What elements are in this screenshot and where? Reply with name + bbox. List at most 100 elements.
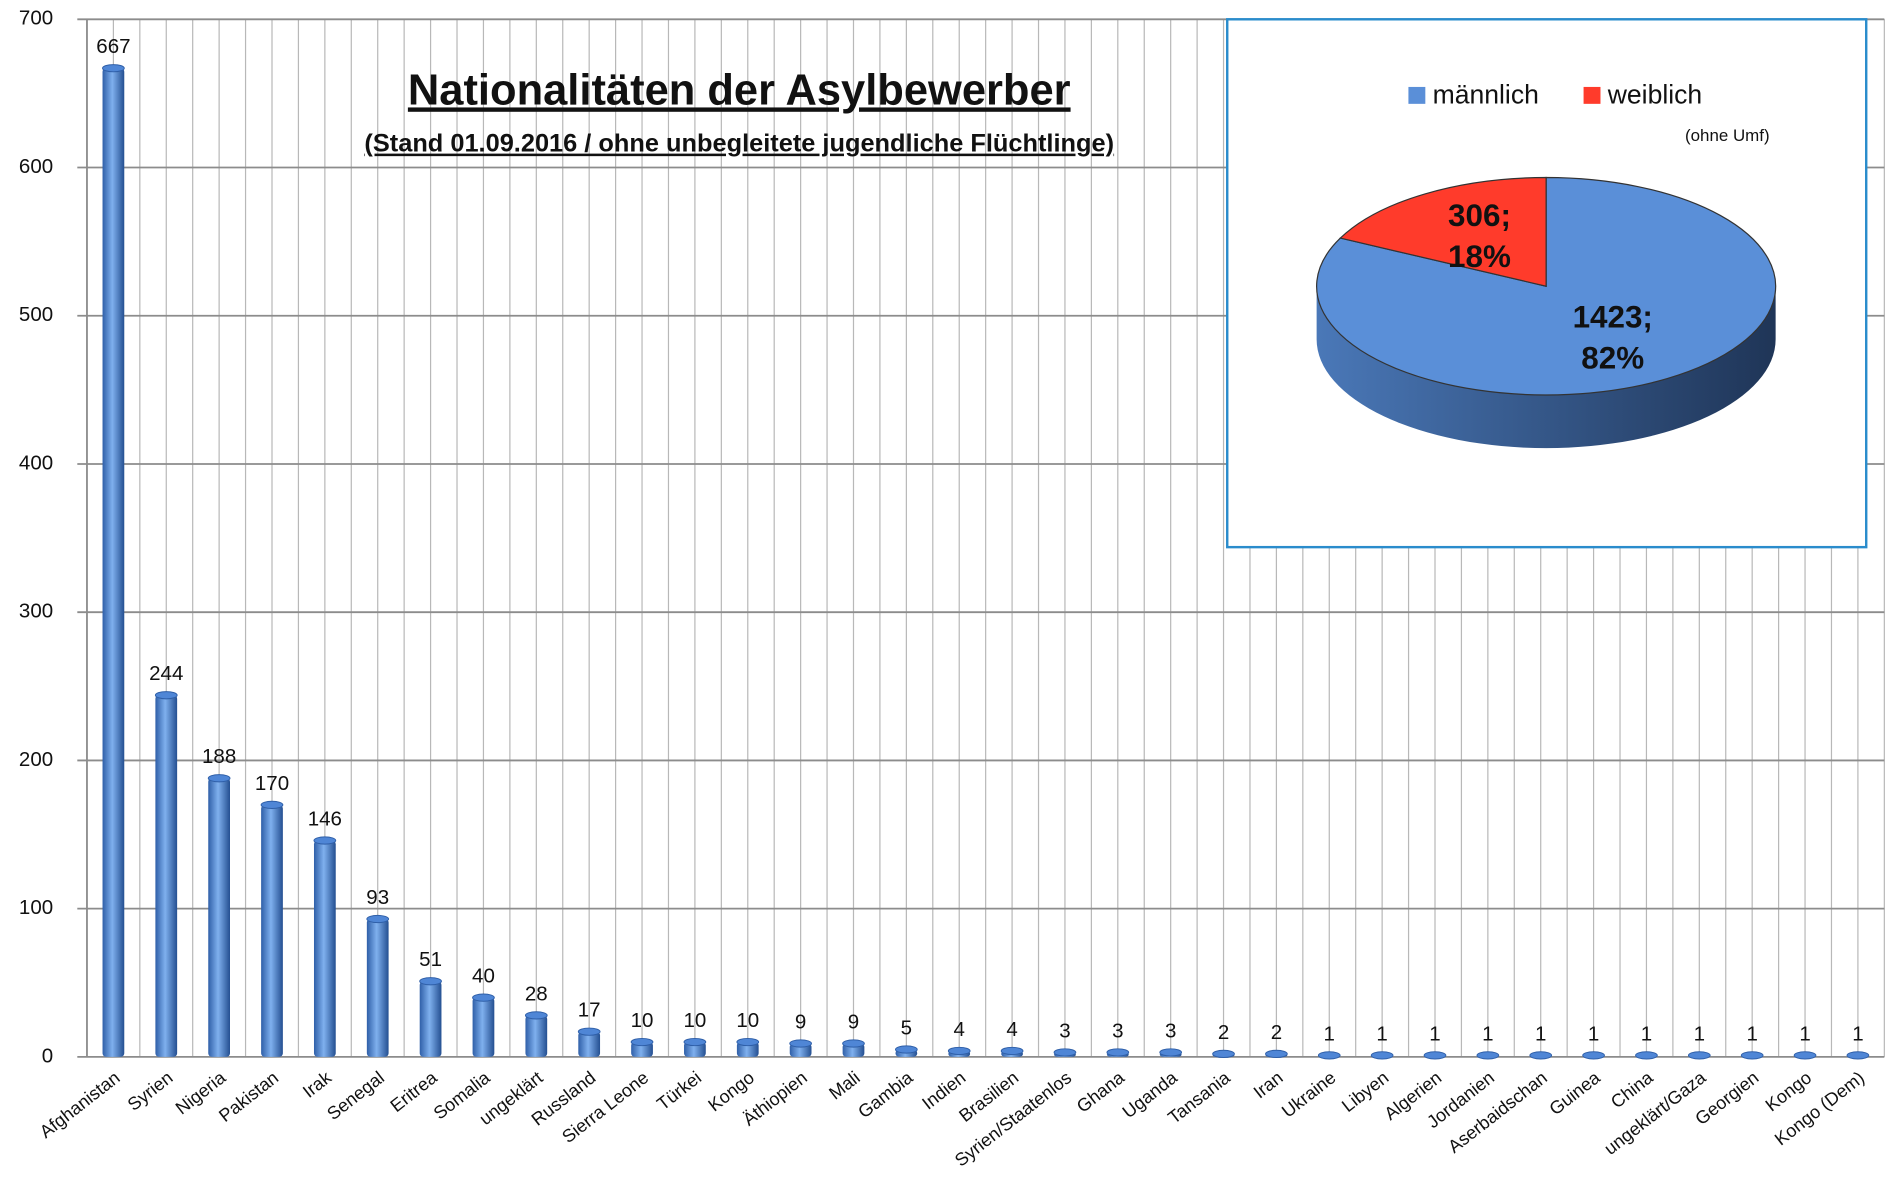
value-label: 5 — [901, 1016, 912, 1039]
bar-cap — [1317, 1051, 1341, 1060]
value-label: 170 — [255, 772, 289, 795]
pie-label-box: 306; 18% — [1448, 196, 1511, 275]
bar-cap — [789, 1039, 812, 1048]
bar-cap — [366, 914, 390, 924]
y-tick-label: 100 — [19, 896, 53, 919]
value-label: 10 — [683, 1009, 706, 1032]
y-tick-label: 700 — [19, 7, 53, 30]
bar — [525, 1015, 548, 1057]
y-tick-label: 200 — [19, 748, 53, 771]
value-label: 3 — [1112, 1019, 1123, 1042]
pie-chart: 1423; 82% 306; 18% männlich weiblich — [1316, 80, 1777, 449]
bar-cap — [895, 1045, 918, 1054]
pie-note: (ohne Umf) — [1685, 126, 1770, 145]
value-label: 1 — [1324, 1022, 1335, 1045]
bar — [736, 1042, 759, 1057]
legend-label: weiblich — [1607, 80, 1703, 110]
bar — [419, 981, 442, 1057]
pie-value-label: 1423; 82% — [1572, 298, 1653, 376]
value-label: 1 — [1535, 1022, 1546, 1045]
bar — [578, 1031, 601, 1057]
value-label: 1 — [1799, 1022, 1810, 1045]
value-label: 3 — [1165, 1019, 1176, 1042]
value-label: 1 — [1482, 1022, 1493, 1045]
bar — [631, 1042, 653, 1057]
bar-cap — [1265, 1049, 1288, 1059]
value-label: 28 — [525, 982, 548, 1005]
bar-cap — [1159, 1048, 1183, 1057]
bar — [684, 1042, 706, 1057]
chart-title: Nationalitäten der Asylbewerber — [408, 66, 1071, 114]
pie-value-label: 306; 18% — [1448, 196, 1511, 275]
value-label: 667 — [96, 35, 130, 58]
value-label: 146 — [308, 807, 342, 830]
value-label: 1 — [1376, 1022, 1387, 1045]
bar-cap — [1212, 1049, 1235, 1059]
value-label: 244 — [149, 662, 183, 685]
value-label: 10 — [631, 1009, 654, 1032]
pie-side — [1316, 286, 1776, 449]
value-label: 93 — [366, 886, 389, 909]
bar-cap — [630, 1037, 654, 1047]
bar-cap — [1423, 1051, 1447, 1060]
bar-cap — [260, 800, 284, 810]
bar-cap — [524, 1011, 548, 1020]
value-label: 9 — [848, 1010, 859, 1033]
bar-cap — [947, 1046, 971, 1056]
bar-cap — [207, 774, 231, 783]
bar-cap — [1740, 1051, 1764, 1060]
bar — [208, 778, 230, 1057]
value-label: 1 — [1746, 1022, 1757, 1045]
value-label: 40 — [472, 964, 495, 987]
pie-label-box: 1423; 82% — [1572, 298, 1653, 376]
value-label: 1 — [1641, 1022, 1652, 1045]
bar — [155, 695, 178, 1057]
value-label: 188 — [202, 745, 236, 768]
bar — [472, 997, 495, 1057]
bar-cap — [1000, 1046, 1024, 1056]
bar-cap — [102, 64, 125, 73]
legend-swatch — [1408, 86, 1426, 104]
bar-cap — [1582, 1051, 1605, 1060]
value-label: 1 — [1429, 1022, 1440, 1045]
value-label: 51 — [419, 948, 442, 971]
bar-cap — [1106, 1048, 1130, 1057]
bar — [261, 804, 283, 1057]
value-label: 1 — [1694, 1022, 1705, 1045]
value-label: 3 — [1059, 1019, 1070, 1042]
bar-cap — [1635, 1051, 1658, 1060]
bar-cap — [313, 836, 337, 845]
bar-cap — [154, 691, 178, 700]
legend-label: männlich — [1433, 80, 1539, 110]
bar — [366, 919, 389, 1057]
bar-cap — [1793, 1051, 1817, 1060]
bar-cap — [472, 993, 495, 1002]
value-label: 17 — [578, 999, 601, 1022]
chart-subtitle: (Stand 01.09.2016 / ohne unbegleitete ju… — [364, 130, 1114, 158]
value-label: 2 — [1218, 1021, 1229, 1044]
pie-slice — [1339, 176, 1547, 287]
bar — [313, 840, 336, 1057]
bar-cap — [1687, 1051, 1711, 1060]
bar-cap — [1053, 1048, 1077, 1057]
bar-cap — [1370, 1051, 1394, 1060]
y-tick-label: 600 — [19, 155, 53, 178]
y-tick-label: 500 — [19, 303, 53, 326]
bar-cap — [683, 1037, 707, 1047]
y-tick-label: 400 — [19, 451, 53, 474]
bar-cap — [736, 1037, 760, 1047]
legend-swatch — [1583, 86, 1601, 104]
value-label: 1 — [1588, 1022, 1599, 1045]
value-label: 2 — [1271, 1021, 1282, 1044]
value-label: 1 — [1852, 1022, 1863, 1045]
bar-cap — [1529, 1051, 1553, 1060]
y-tick-label: 0 — [42, 1044, 53, 1067]
bar-cap — [419, 977, 442, 986]
value-label: 9 — [795, 1010, 806, 1033]
bar — [102, 68, 125, 1057]
value-label: 10 — [736, 1009, 759, 1032]
bar-cap — [842, 1039, 865, 1048]
value-label: 4 — [1006, 1018, 1017, 1041]
value-label: 4 — [954, 1018, 965, 1041]
